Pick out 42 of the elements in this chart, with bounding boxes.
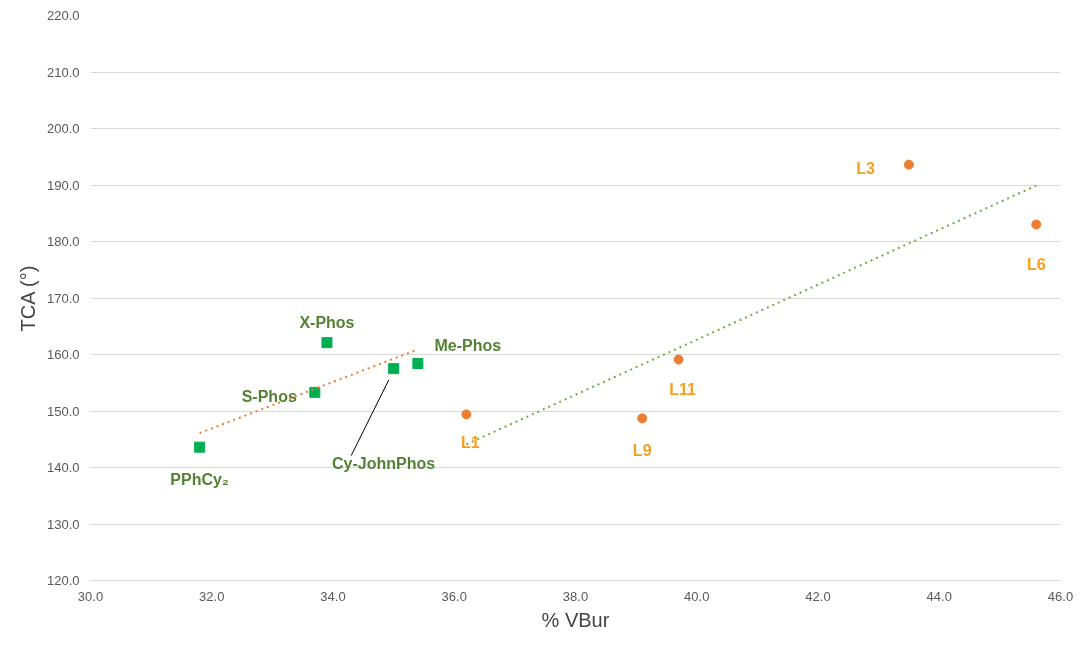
y-tick-label: 140.0 (46, 460, 80, 475)
x-tick-label: 38.0 (562, 588, 589, 604)
annotation: L1 (461, 433, 480, 451)
y-tick-label: 130.0 (46, 516, 80, 532)
point (637, 413, 648, 424)
point (321, 337, 333, 349)
x-tick-label: 40.0 (684, 588, 710, 604)
y-tick-label: 180.0 (46, 234, 80, 249)
point (412, 358, 424, 370)
point (194, 441, 206, 453)
annotation: L3 (856, 160, 876, 178)
x-tick-label: 44.0 (926, 588, 952, 604)
annotation: X-Phos (299, 314, 355, 332)
x-tick-label: 36.0 (441, 588, 467, 604)
y-tick-label: 120.0 (46, 573, 80, 588)
point (388, 363, 400, 375)
point (903, 159, 914, 170)
annotation: L9 (632, 441, 652, 459)
point (673, 354, 684, 365)
y-tick-label: 210.0 (46, 64, 80, 80)
point (309, 386, 321, 398)
point (1031, 219, 1042, 230)
annotation: Cy-JohnPhos (332, 455, 436, 473)
y-axis-title: TCA (°) (16, 265, 39, 332)
annotation: L11 (669, 381, 697, 399)
x-axis-title: % VBur (541, 608, 610, 631)
x-tick-label: 42.0 (805, 588, 831, 604)
y-tick-label: 220.0 (46, 8, 80, 23)
annotation: S-Phos (241, 387, 297, 405)
annotation: PPhCy₂ (170, 470, 229, 488)
y-tick-label: 200.0 (46, 121, 80, 136)
x-tick-label: 34.0 (320, 588, 346, 604)
x-tick-label: 30.0 (77, 588, 104, 604)
y-tick-label: 170.0 (46, 290, 80, 306)
y-tick-label: 190.0 (46, 177, 80, 193)
x-tick-label: 46.0 (1047, 588, 1074, 604)
y-tick-label: 150.0 (46, 403, 80, 419)
point (461, 409, 472, 420)
x-tick-label: 32.0 (199, 588, 225, 604)
annotation: Me-Phos (434, 337, 502, 355)
y-tick-label: 160.0 (46, 347, 80, 362)
annotation: L6 (1026, 256, 1046, 274)
